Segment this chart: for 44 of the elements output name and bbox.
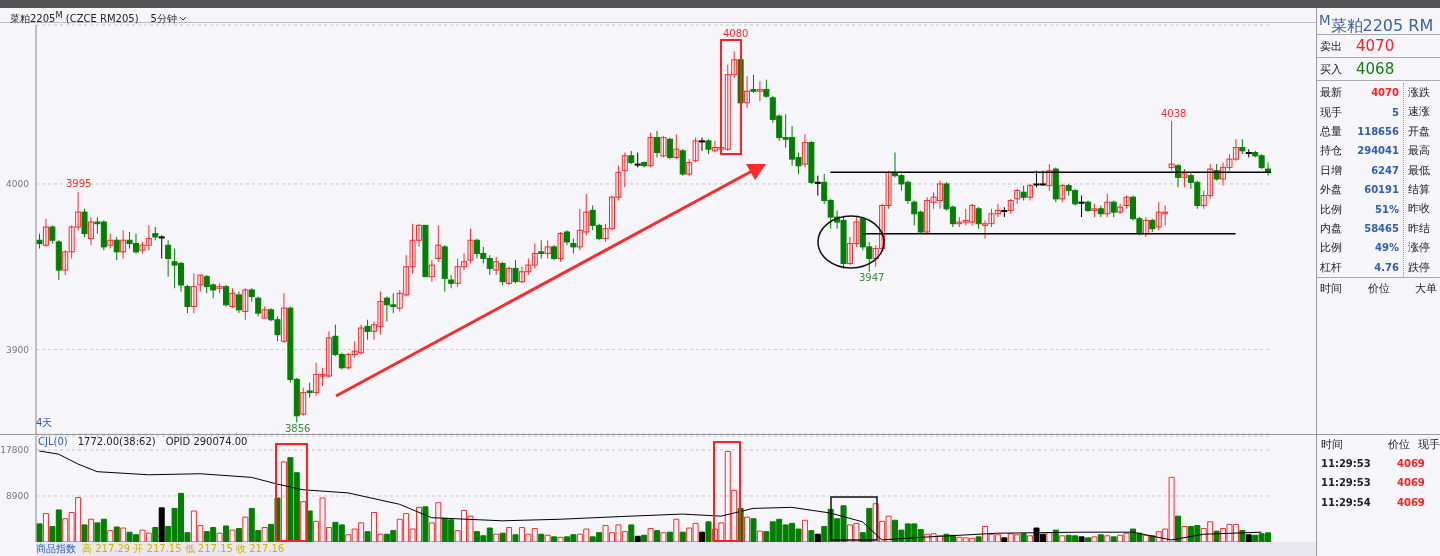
text: 买入 4068 [1320,60,1395,78]
annotation: OPID 290074.00 [165,436,248,447]
text: 持仓 294041 [1320,144,1399,158]
annotation: 4天 [36,416,53,430]
text: 日增 6247 [1320,163,1399,177]
y-tick-label: 8900 [6,491,30,502]
text: 昨收 [1408,201,1430,218]
annotation: 4038 [1161,108,1187,119]
text: 商品指数 高 217.29 开 217.15 低 217.15 收 217.16 [36,543,285,554]
annotation: 3995 [66,178,92,189]
text: 涨跌 [1408,85,1430,101]
y-tick-label: 17800 [0,445,30,456]
y-tick-label: 4000 [6,179,30,190]
text: 卖出 4070 [1320,37,1395,55]
text: 结算 [1408,181,1430,198]
text: 昨结 [1408,220,1430,237]
text: 涨停 [1408,240,1430,257]
text: 时间 价位 大单 [1320,281,1437,295]
text: 外盘 60191 [1320,183,1399,197]
text: 11:29:53 4069 [1321,477,1425,489]
text: 最低 [1408,162,1430,179]
text: 内盘 58465 [1320,221,1399,235]
text: 最高 [1408,143,1430,160]
text: 杠杆 4.76 [1320,260,1399,274]
text: 比例 51% [1320,202,1399,216]
chart-subtitle: 1772.00(38:62) [77,436,156,447]
annotation: 3856 [285,423,311,434]
text: 跌停 [1408,259,1430,276]
chart-title: 菜粕2205$^{M}$ (CZCE RM205) [10,10,139,25]
chart-subtitle: 5分钟 [150,13,177,25]
annotation: 3947 [859,272,885,283]
text: 最新 4070 [1320,86,1399,100]
text: 11:29:53 4069 [1321,458,1425,470]
text: 比例 49% [1320,241,1399,255]
text: $^{M}$菜粕2205 RM [1319,13,1434,36]
text: 总量 118656 [1320,124,1399,138]
text: 开盘 [1408,123,1430,140]
y-tick-label: 3900 [6,344,30,355]
text: 11:29:54 4069 [1321,496,1425,508]
annotation: 4080 [723,28,749,39]
text: 速涨 [1408,104,1430,121]
text: 时间 价位 现手 [1321,438,1440,452]
chart-title: CJL(0) [38,436,68,447]
text: 现手 5 [1320,105,1399,119]
